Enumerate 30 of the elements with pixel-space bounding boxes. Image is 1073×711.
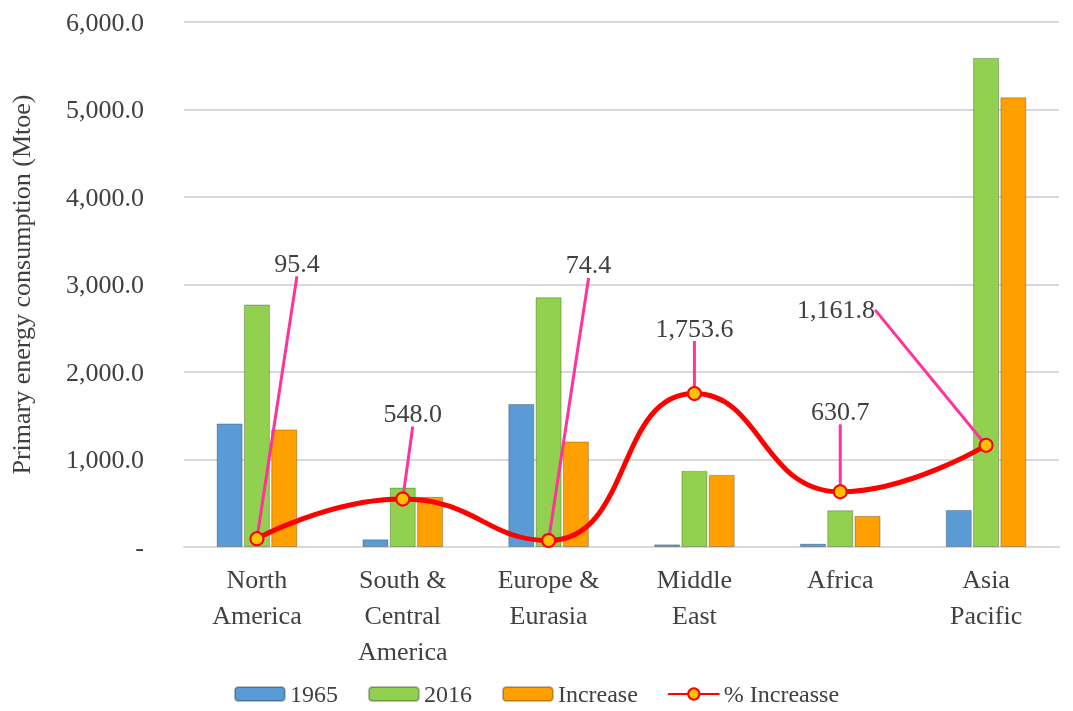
- legend-label: Increase: [557, 681, 638, 707]
- y-tick-label: 1,000.0: [66, 445, 144, 474]
- y-tick-label: 4,000.0: [66, 182, 144, 212]
- y-tick-label: 2,000.0: [66, 357, 144, 387]
- x-tick-label: Africa: [807, 564, 874, 594]
- point: [249, 531, 265, 547]
- point: [832, 484, 848, 500]
- data-label: 95.4: [274, 248, 320, 278]
- legend-label: 2016: [423, 681, 472, 707]
- x-tick-label: Asia Pacific: [949, 564, 1023, 630]
- x-tick-label: South & Central America: [357, 564, 448, 666]
- data-label: 1,753.6: [655, 313, 734, 343]
- x-tick-label: Middle East: [656, 564, 732, 630]
- point: [395, 491, 411, 507]
- x-tick-label: Europe & Eurasia: [497, 564, 600, 630]
- point: [686, 386, 702, 402]
- point: [541, 532, 557, 548]
- y-tick-label: 6,000.0: [66, 7, 144, 37]
- legend-label: % Increasse: [723, 681, 840, 707]
- data-label: 630.7: [811, 396, 870, 426]
- point: [978, 437, 994, 453]
- legend-label: 1965: [289, 681, 338, 707]
- y-axis-title: Primary energy consumption (Mtoe): [6, 94, 36, 475]
- y-tick-label: 5,000.0: [66, 95, 144, 124]
- data-label: 548.0: [383, 399, 442, 429]
- data-label: 1,161.8: [797, 295, 876, 325]
- x-tick-label: North America: [212, 564, 303, 630]
- y-tick-label: -: [135, 532, 144, 562]
- y-tick-label: 3,000.0: [66, 270, 144, 299]
- data-label: 74.4: [565, 250, 612, 280]
